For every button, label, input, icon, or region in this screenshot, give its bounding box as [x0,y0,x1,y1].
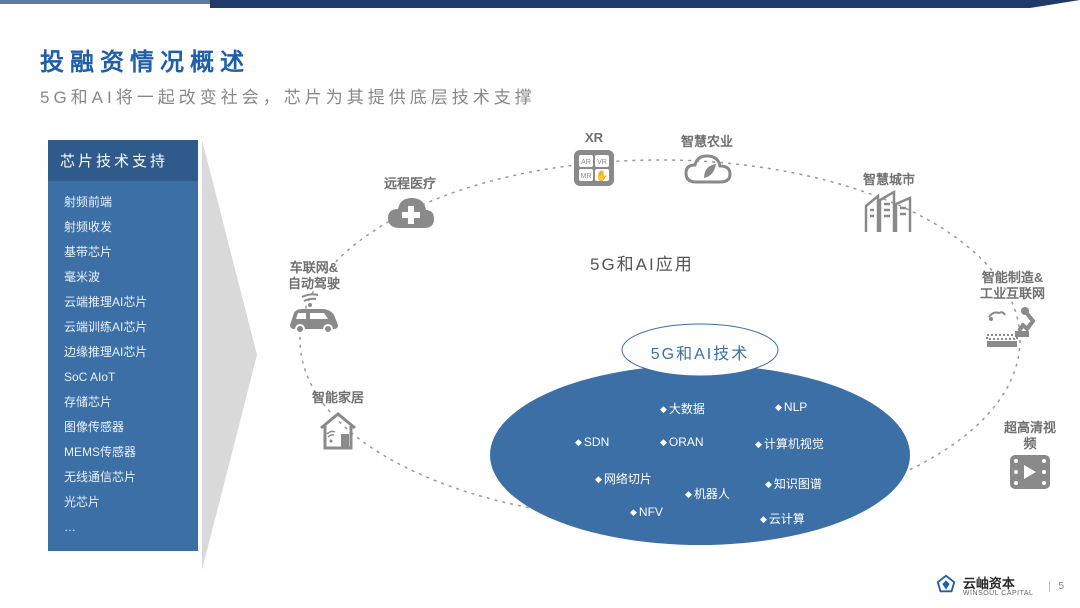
slide-subtitle: 5G和AI将一起改变社会，芯片为其提供底层技术支撑 [40,83,536,108]
ring-node-label: 车联网&自动驾驶 [284,260,344,291]
buildings-icon [860,188,918,241]
ring-node-video: 超高清视频 [1000,420,1060,498]
xr-icon: AR VR MR ✋ [570,146,618,195]
med-cloud-icon [382,192,438,239]
cloud-leaf-icon [680,150,734,195]
sidebar-item: 无线通信芯片 [64,464,186,489]
sidebar-item: 毫米波 [64,264,186,289]
svg-text:VR: VR [597,159,607,166]
car-icon [284,291,344,340]
ring-node-label: 超高清视频 [1000,420,1060,451]
tech-item: NLP [775,400,807,414]
sidebar-item: 射频前端 [64,189,186,214]
ring-node-agri: 智慧农业 [680,134,734,195]
slide-header: 投融资情况概述 5G和AI将一起改变社会，芯片为其提供底层技术支撑 [40,42,536,108]
slide-title: 投融资情况概述 [40,42,536,77]
winsoul-logo-text: 云岫资本 WINSOUL CAPITAL [963,577,1034,597]
ring-node-label: 智慧城市 [860,172,918,188]
ring-center-label: 5G和AI应用 [590,250,694,275]
tech-item: 大数据 [660,400,705,417]
sidebar-item: 基带芯片 [64,239,186,264]
tech-item: 机器人 [685,485,730,502]
sidebar-item: 云端推理AI芯片 [64,289,186,314]
sidebar-item: SoC AIoT [64,364,186,389]
ring-node-city: 智慧城市 [860,172,918,241]
svg-text:MR: MR [581,173,592,180]
sidebar-item: 云端训练AI芯片 [64,314,186,339]
film-icon [1000,451,1060,498]
sidebar-item: … [64,514,186,539]
sidebar-item: 射频收发 [64,214,186,239]
ring-node-xr: XR AR VR MR ✋ [570,130,618,195]
slide-footer: 云岫资本 WINSOUL CAPITAL 5 [935,573,1064,600]
house-icon [312,406,364,457]
sidebar-item: 存储芯片 [64,389,186,414]
ring-node-label: 远程医疗 [382,176,438,192]
robot-arm-icon [980,301,1045,356]
sidebar-item: 边缘推理AI芯片 [64,339,186,364]
sidebar-list: 射频前端射频收发基带芯片毫米波云端推理AI芯片云端训练AI芯片边缘推理AI芯片S… [48,181,198,543]
sidebar-header: 芯片技术支持 [48,140,198,181]
tech-item: SDN [575,435,609,449]
ring-node-label: XR [570,130,618,146]
tech-item: 知识图谱 [765,475,822,492]
ring-node-mfg: 智能制造&工业互联网 [980,270,1045,356]
top-accent-bar [0,0,1080,8]
bubble-title: 5G和AI技术 [485,340,915,364]
sidebar-item: 光芯片 [64,489,186,514]
sidebar-item: MEMS传感器 [64,439,186,464]
flow-arrow [202,140,262,570]
svg-text:✋: ✋ [596,169,608,182]
chip-tech-sidebar: 芯片技术支持 射频前端射频收发基带芯片毫米波云端推理AI芯片云端训练AI芯片边缘… [48,140,198,551]
sidebar-item: 图像传感器 [64,414,186,439]
ring-node-label: 智能制造&工业互联网 [980,270,1045,301]
application-ring-diagram: 5G和AI应用 5G和AI技术大数据 NLP SDN ORAN 计算机视觉网络切片 知识图… [260,120,1060,580]
tech-item: 云计算 [760,510,805,527]
tech-item: 计算机视觉 [755,435,824,452]
svg-text:AR: AR [581,159,591,166]
tech-item: NFV [630,505,663,519]
winsoul-logo-icon [935,573,957,600]
tech-bubble: 5G和AI技术大数据 NLP SDN ORAN 计算机视觉网络切片 知识图谱机器人 NFV 云… [485,320,915,550]
page-number: 5 [1049,581,1064,592]
tech-item: 网络切片 [595,470,652,487]
tech-item: ORAN [660,435,704,449]
ring-node-label: 智慧农业 [680,134,734,150]
ring-node-label: 智能家居 [312,390,364,406]
ring-node-home: 智能家居 [312,390,364,457]
ring-node-car: 车联网&自动驾驶 [284,260,344,340]
ring-node-med: 远程医疗 [382,176,438,239]
